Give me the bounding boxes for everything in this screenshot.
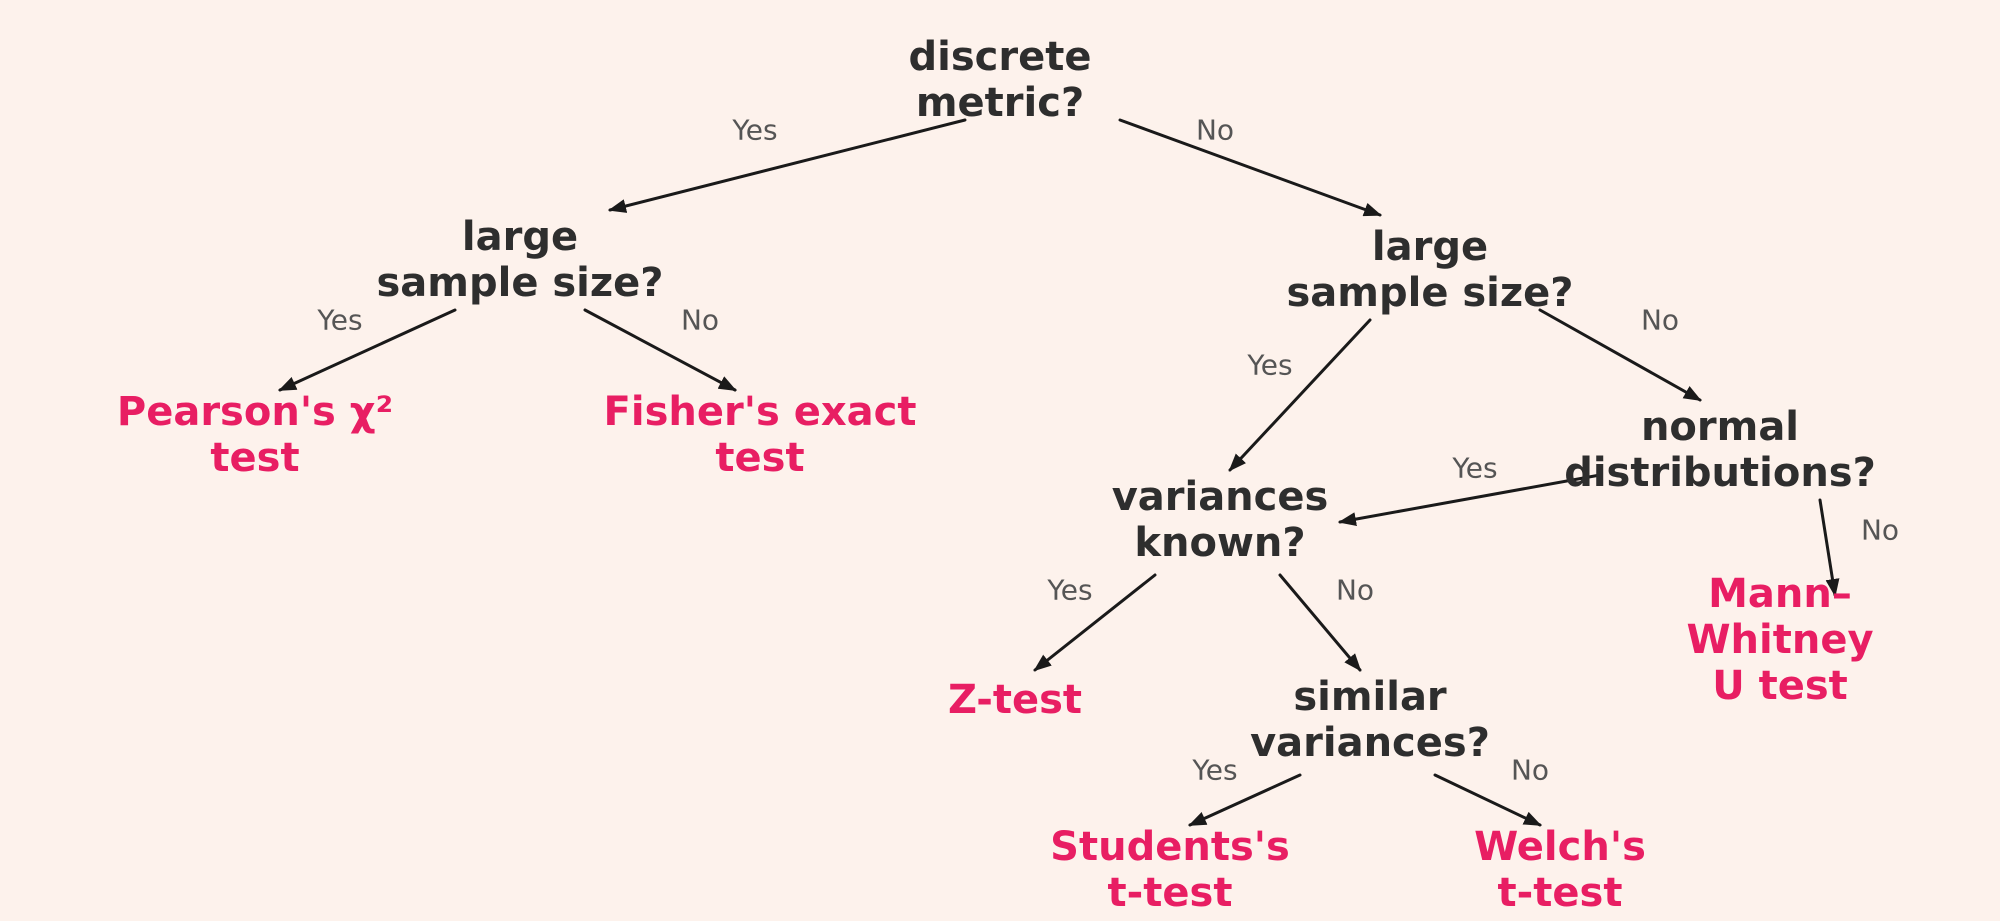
leaf-ztest: Z-test [948, 677, 1082, 723]
edge-label-4: Yes [1247, 349, 1292, 382]
decision-var_known: variances known? [1112, 474, 1329, 566]
edge-label-0: Yes [732, 114, 777, 147]
leaf-fisher: Fisher's exact test [604, 389, 917, 481]
edge-label-6: Yes [1452, 452, 1497, 485]
leaf-pearson: Pearson's χ² test [117, 389, 393, 481]
edge-label-7: No [1861, 514, 1899, 547]
edge-label-10: Yes [1192, 754, 1237, 787]
edge-5 [1540, 310, 1700, 400]
edge-label-1: No [1196, 114, 1234, 147]
leaf-welch: Welch's t-test [1474, 824, 1646, 916]
edges-layer [0, 0, 2000, 921]
decision-sim_var: similar variances? [1250, 674, 1490, 766]
edge-7 [1820, 500, 1835, 595]
decision-left_sample: large sample size? [376, 214, 663, 306]
edge-9 [1280, 575, 1360, 670]
leaf-mann: Mann–Whitney U test [1670, 571, 1890, 709]
decision-right_sample: large sample size? [1286, 224, 1573, 316]
edge-label-3: No [681, 304, 719, 337]
edge-label-8: Yes [1047, 574, 1092, 607]
flowchart-canvas: discrete metric? large sample size? large … [0, 0, 2000, 921]
edge-label-2: Yes [317, 304, 362, 337]
edge-0 [610, 120, 965, 210]
edge-1 [1120, 120, 1380, 215]
edge-2 [280, 310, 455, 390]
decision-normal: normal distributions? [1564, 404, 1876, 496]
leaf-students: Students's t-test [1050, 824, 1290, 916]
edge-4 [1230, 320, 1370, 470]
edge-label-11: No [1511, 754, 1549, 787]
edge-8 [1035, 575, 1155, 670]
decision-root: discrete metric? [909, 34, 1092, 126]
edge-label-5: No [1641, 304, 1679, 337]
edge-6 [1340, 475, 1600, 522]
edge-label-9: No [1336, 574, 1374, 607]
edge-11 [1435, 775, 1540, 825]
edge-3 [585, 310, 735, 390]
edge-10 [1190, 775, 1300, 825]
